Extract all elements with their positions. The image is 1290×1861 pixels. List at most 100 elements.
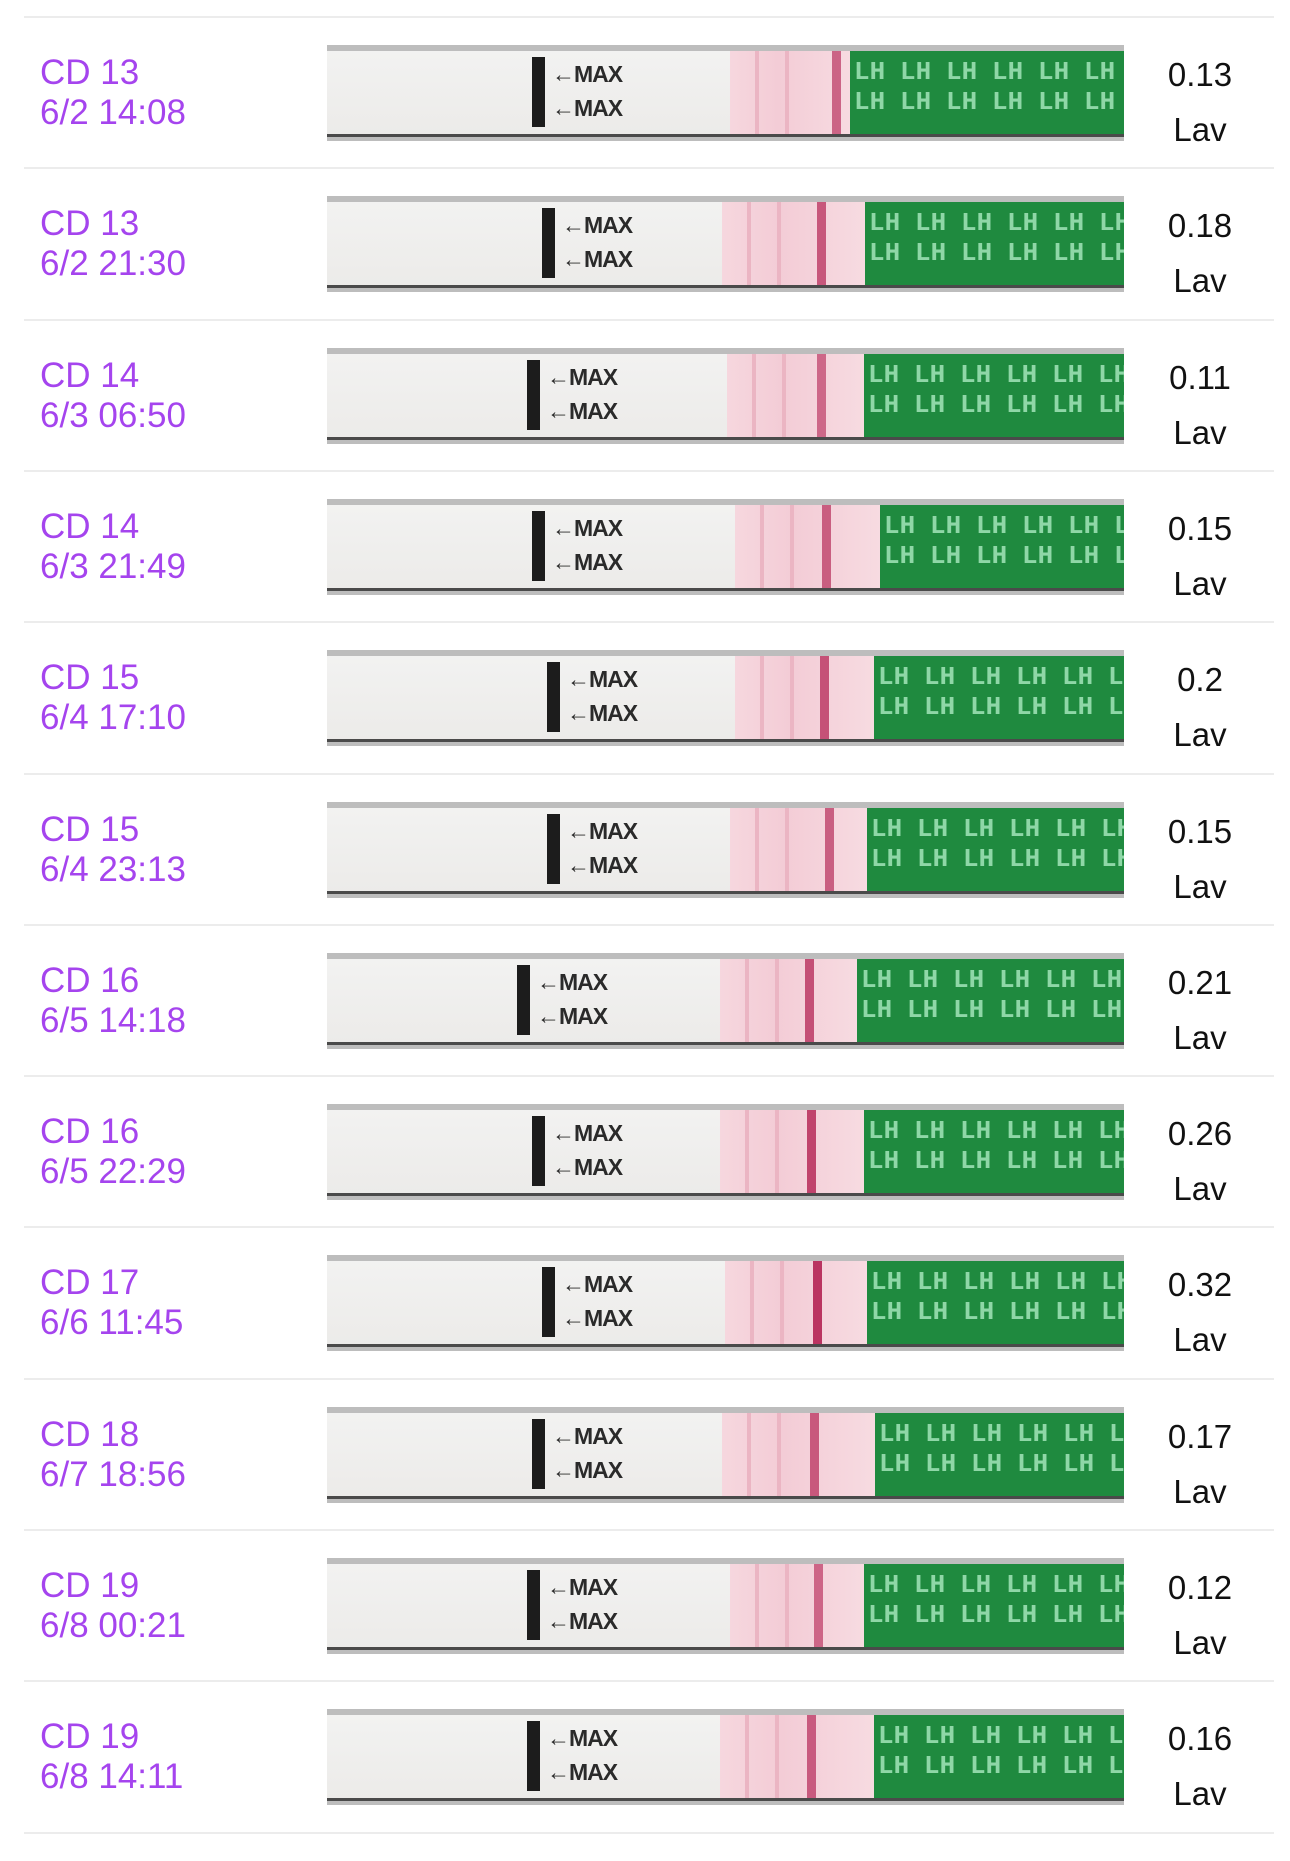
row-divider (24, 1680, 1274, 1683)
row-divider (24, 16, 1274, 18)
lh-text: LH (1016, 692, 1048, 723)
cycle-day: CD 14 (40, 506, 140, 546)
row-divider (24, 621, 1274, 624)
list-item[interactable]: CD 15 6/4 23:13 ←MAX ←MAX LH LH LH LH LH LH LH LH LH… (0, 772, 1290, 925)
strip-handle-mark (527, 1570, 540, 1640)
list-item[interactable]: CD 14 6/3 06:50 ←MAX ←MAX LH LH LH LH LH LH LH LH LH… (0, 318, 1290, 471)
lh-text: LH (960, 389, 992, 420)
lh-text: LH (961, 208, 993, 239)
test-result: 0.17 Lav (1150, 1409, 1250, 1519)
lh-text: LH (917, 1297, 949, 1328)
test-brand: Lav (1173, 1018, 1227, 1056)
lh-text: LH (884, 510, 916, 541)
row-divider (24, 1377, 1274, 1380)
test-line (810, 1412, 819, 1497)
strip-edge (327, 134, 1124, 137)
list-item[interactable]: CD 13 6/2 21:30 ←MAX ←MAX LH LH LH LH LH LH LH LH LH… (0, 167, 1290, 319)
lh-text: LH (907, 964, 939, 995)
list-item[interactable]: CD 19 6/8 00:21 ←MAX ←MAX LH LH LH LH LH LH LH LH LH… (0, 1529, 1290, 1681)
lh-text: LH (914, 359, 946, 390)
lh-text: LH (1101, 1297, 1124, 1328)
list-item[interactable]: CD 16 6/5 22:29 ←MAX ←MAX LH LH LH LH LH LH LH LH LH… (0, 1075, 1290, 1227)
lh-text: LH (1101, 1267, 1124, 1298)
list-item[interactable]: CD 16 6/5 14:18 ←MAX ←MAX LH LH LH LH LH LH LH LH LH… (0, 923, 1290, 1076)
lh-text: LH (925, 1418, 957, 1449)
lh-text: LH (917, 1267, 949, 1298)
lh-text: LH (1108, 1751, 1124, 1782)
lh-text: LH (868, 389, 900, 420)
lh-text: LH (879, 1448, 911, 1479)
strip-handle-mark (547, 813, 560, 884)
cycle-day: CD 19 (40, 1717, 140, 1757)
lh-text: LH (1091, 964, 1123, 995)
max-line-label: ←MAX (562, 1305, 633, 1332)
cycle-day: CD 13 (40, 204, 140, 244)
test-line (805, 958, 814, 1043)
test-line (832, 51, 841, 135)
list-item[interactable]: CD 17 6/6 11:45 ←MAX ←MAX LH LH LH LH LH LH LH LH LH… (0, 1226, 1290, 1378)
lh-text: LH (1055, 843, 1087, 874)
lh-text: LH (854, 87, 886, 117)
faint-line (760, 656, 764, 741)
cycle-day: CD 17 (40, 1263, 140, 1303)
lh-text: LH (1009, 843, 1041, 874)
lh-text: LH (914, 1600, 946, 1630)
lh-text: LH (1108, 662, 1124, 693)
lh-text: LH (868, 1570, 900, 1600)
row-divider (24, 469, 1274, 472)
max-line-label: ←MAX (567, 666, 638, 693)
result-window (722, 202, 865, 287)
test-brand: Lav (1173, 564, 1227, 602)
result-window (720, 1715, 874, 1800)
result-window (730, 1564, 864, 1648)
faint-line (747, 1412, 751, 1497)
test-line (813, 1261, 822, 1346)
lh-text: LH (1006, 1146, 1038, 1177)
test-line (807, 1110, 816, 1195)
lh-text: LH (963, 843, 995, 874)
lh-text: LH (1098, 389, 1124, 420)
lh-text: LH (917, 813, 949, 844)
test-datetime: 6/5 22:29 (40, 1152, 186, 1192)
faint-line (745, 1110, 749, 1195)
strip-edge (327, 285, 1124, 289)
list-item[interactable]: CD 18 6/7 18:56 ←MAX ←MAX LH LH LH LH LH LH LH LH LH… (0, 1377, 1290, 1530)
test-datetime: 6/4 23:13 (40, 849, 186, 889)
test-brand: Lav (1173, 1624, 1227, 1661)
lh-text: LH (871, 1267, 903, 1298)
lh-text: LH (1053, 208, 1085, 239)
result-value: 0.2 (1177, 661, 1223, 699)
faint-line (785, 1564, 789, 1648)
test-result: 0.2 Lav (1150, 652, 1250, 762)
lh-text: LH (1108, 1721, 1124, 1752)
list-item[interactable]: CD 13 6/2 14:08 ←MAX ←MAX LH LH LH LH LH LH LH LH LH… (0, 16, 1290, 168)
lh-text: LH (1052, 359, 1084, 390)
lh-text: LH (1063, 1448, 1095, 1479)
lh-text: LH (1108, 692, 1124, 723)
row-divider (24, 1075, 1274, 1078)
lh-text: LH (878, 1721, 910, 1752)
list-item[interactable]: CD 15 6/4 17:10 ←MAX ←MAX LH LH LH LH LH LH LH LH LH… (0, 621, 1290, 773)
list-item[interactable]: CD 14 6/3 21:49 ←MAX ←MAX LH LH LH LH LH LH LH LH LH… (0, 469, 1290, 622)
max-line-label: ←MAX (562, 212, 633, 239)
list-item[interactable]: CD 19 6/8 14:11 ←MAX ←MAX LH LH LH LH LH LH LH LH LH… (0, 1680, 1290, 1832)
test-datetime: 6/4 17:10 (40, 698, 186, 738)
lh-text: LH (884, 540, 916, 571)
